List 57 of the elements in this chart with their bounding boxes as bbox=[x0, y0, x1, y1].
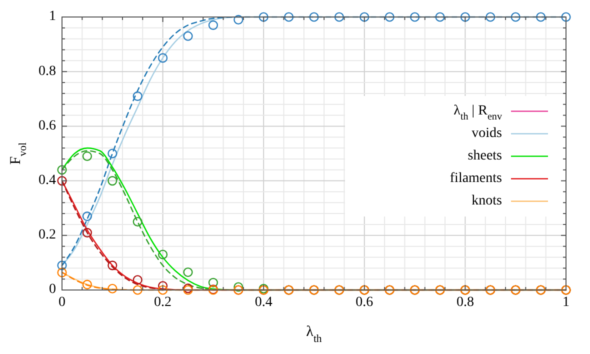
point bbox=[82, 211, 92, 222]
point bbox=[309, 12, 319, 22]
point bbox=[108, 260, 118, 270]
x-tick-label: 0.4 bbox=[254, 295, 272, 310]
point bbox=[183, 31, 193, 41]
point bbox=[183, 267, 193, 278]
point bbox=[284, 12, 294, 22]
point bbox=[57, 260, 67, 270]
x-tick-label: 0.2 bbox=[154, 295, 172, 310]
point bbox=[384, 12, 394, 22]
point bbox=[360, 12, 370, 22]
point bbox=[57, 165, 67, 175]
point bbox=[208, 278, 218, 288]
point bbox=[132, 91, 142, 101]
point bbox=[208, 20, 218, 30]
point bbox=[82, 228, 92, 238]
legend-label: filaments bbox=[450, 170, 502, 186]
point bbox=[108, 176, 118, 186]
point bbox=[234, 282, 244, 292]
y-tick-label: 0.8 bbox=[38, 64, 56, 79]
x-tick-label: 0.8 bbox=[456, 295, 474, 310]
point bbox=[410, 12, 420, 22]
y-tick-label: 0.6 bbox=[38, 118, 56, 134]
point bbox=[486, 12, 496, 22]
point bbox=[561, 12, 571, 22]
point bbox=[158, 281, 168, 291]
y-tick-label: 0.4 bbox=[38, 173, 56, 188]
y-tick-label: 0 bbox=[49, 282, 56, 298]
point bbox=[435, 12, 445, 22]
point bbox=[132, 285, 142, 295]
legend-label: sheets bbox=[468, 148, 502, 164]
point bbox=[132, 216, 142, 227]
legend-label: knots bbox=[472, 193, 502, 208]
x-tick-label: 0.6 bbox=[356, 295, 374, 310]
point bbox=[536, 12, 546, 22]
point bbox=[158, 53, 168, 63]
legend-label: voids bbox=[472, 126, 502, 141]
point bbox=[82, 280, 92, 290]
x-tick-label: 1 bbox=[562, 295, 570, 310]
x-axis-title: λ$_{th}$ bbox=[306, 324, 322, 345]
point bbox=[82, 151, 92, 162]
point bbox=[108, 284, 118, 294]
point bbox=[57, 176, 67, 186]
point bbox=[108, 148, 118, 158]
legend-title: λ$_{th}$ | R$_{env}$ bbox=[454, 103, 503, 122]
point bbox=[460, 12, 470, 22]
point bbox=[234, 14, 244, 25]
point bbox=[57, 268, 67, 278]
x-tick-label: 0 bbox=[58, 295, 66, 310]
point bbox=[334, 12, 344, 22]
point bbox=[132, 275, 142, 285]
point bbox=[258, 12, 268, 22]
y-tick-label: 1 bbox=[49, 9, 56, 24]
y-tick-label: 0.2 bbox=[38, 228, 56, 243]
point bbox=[158, 285, 168, 295]
point bbox=[158, 250, 168, 260]
point bbox=[510, 12, 520, 22]
